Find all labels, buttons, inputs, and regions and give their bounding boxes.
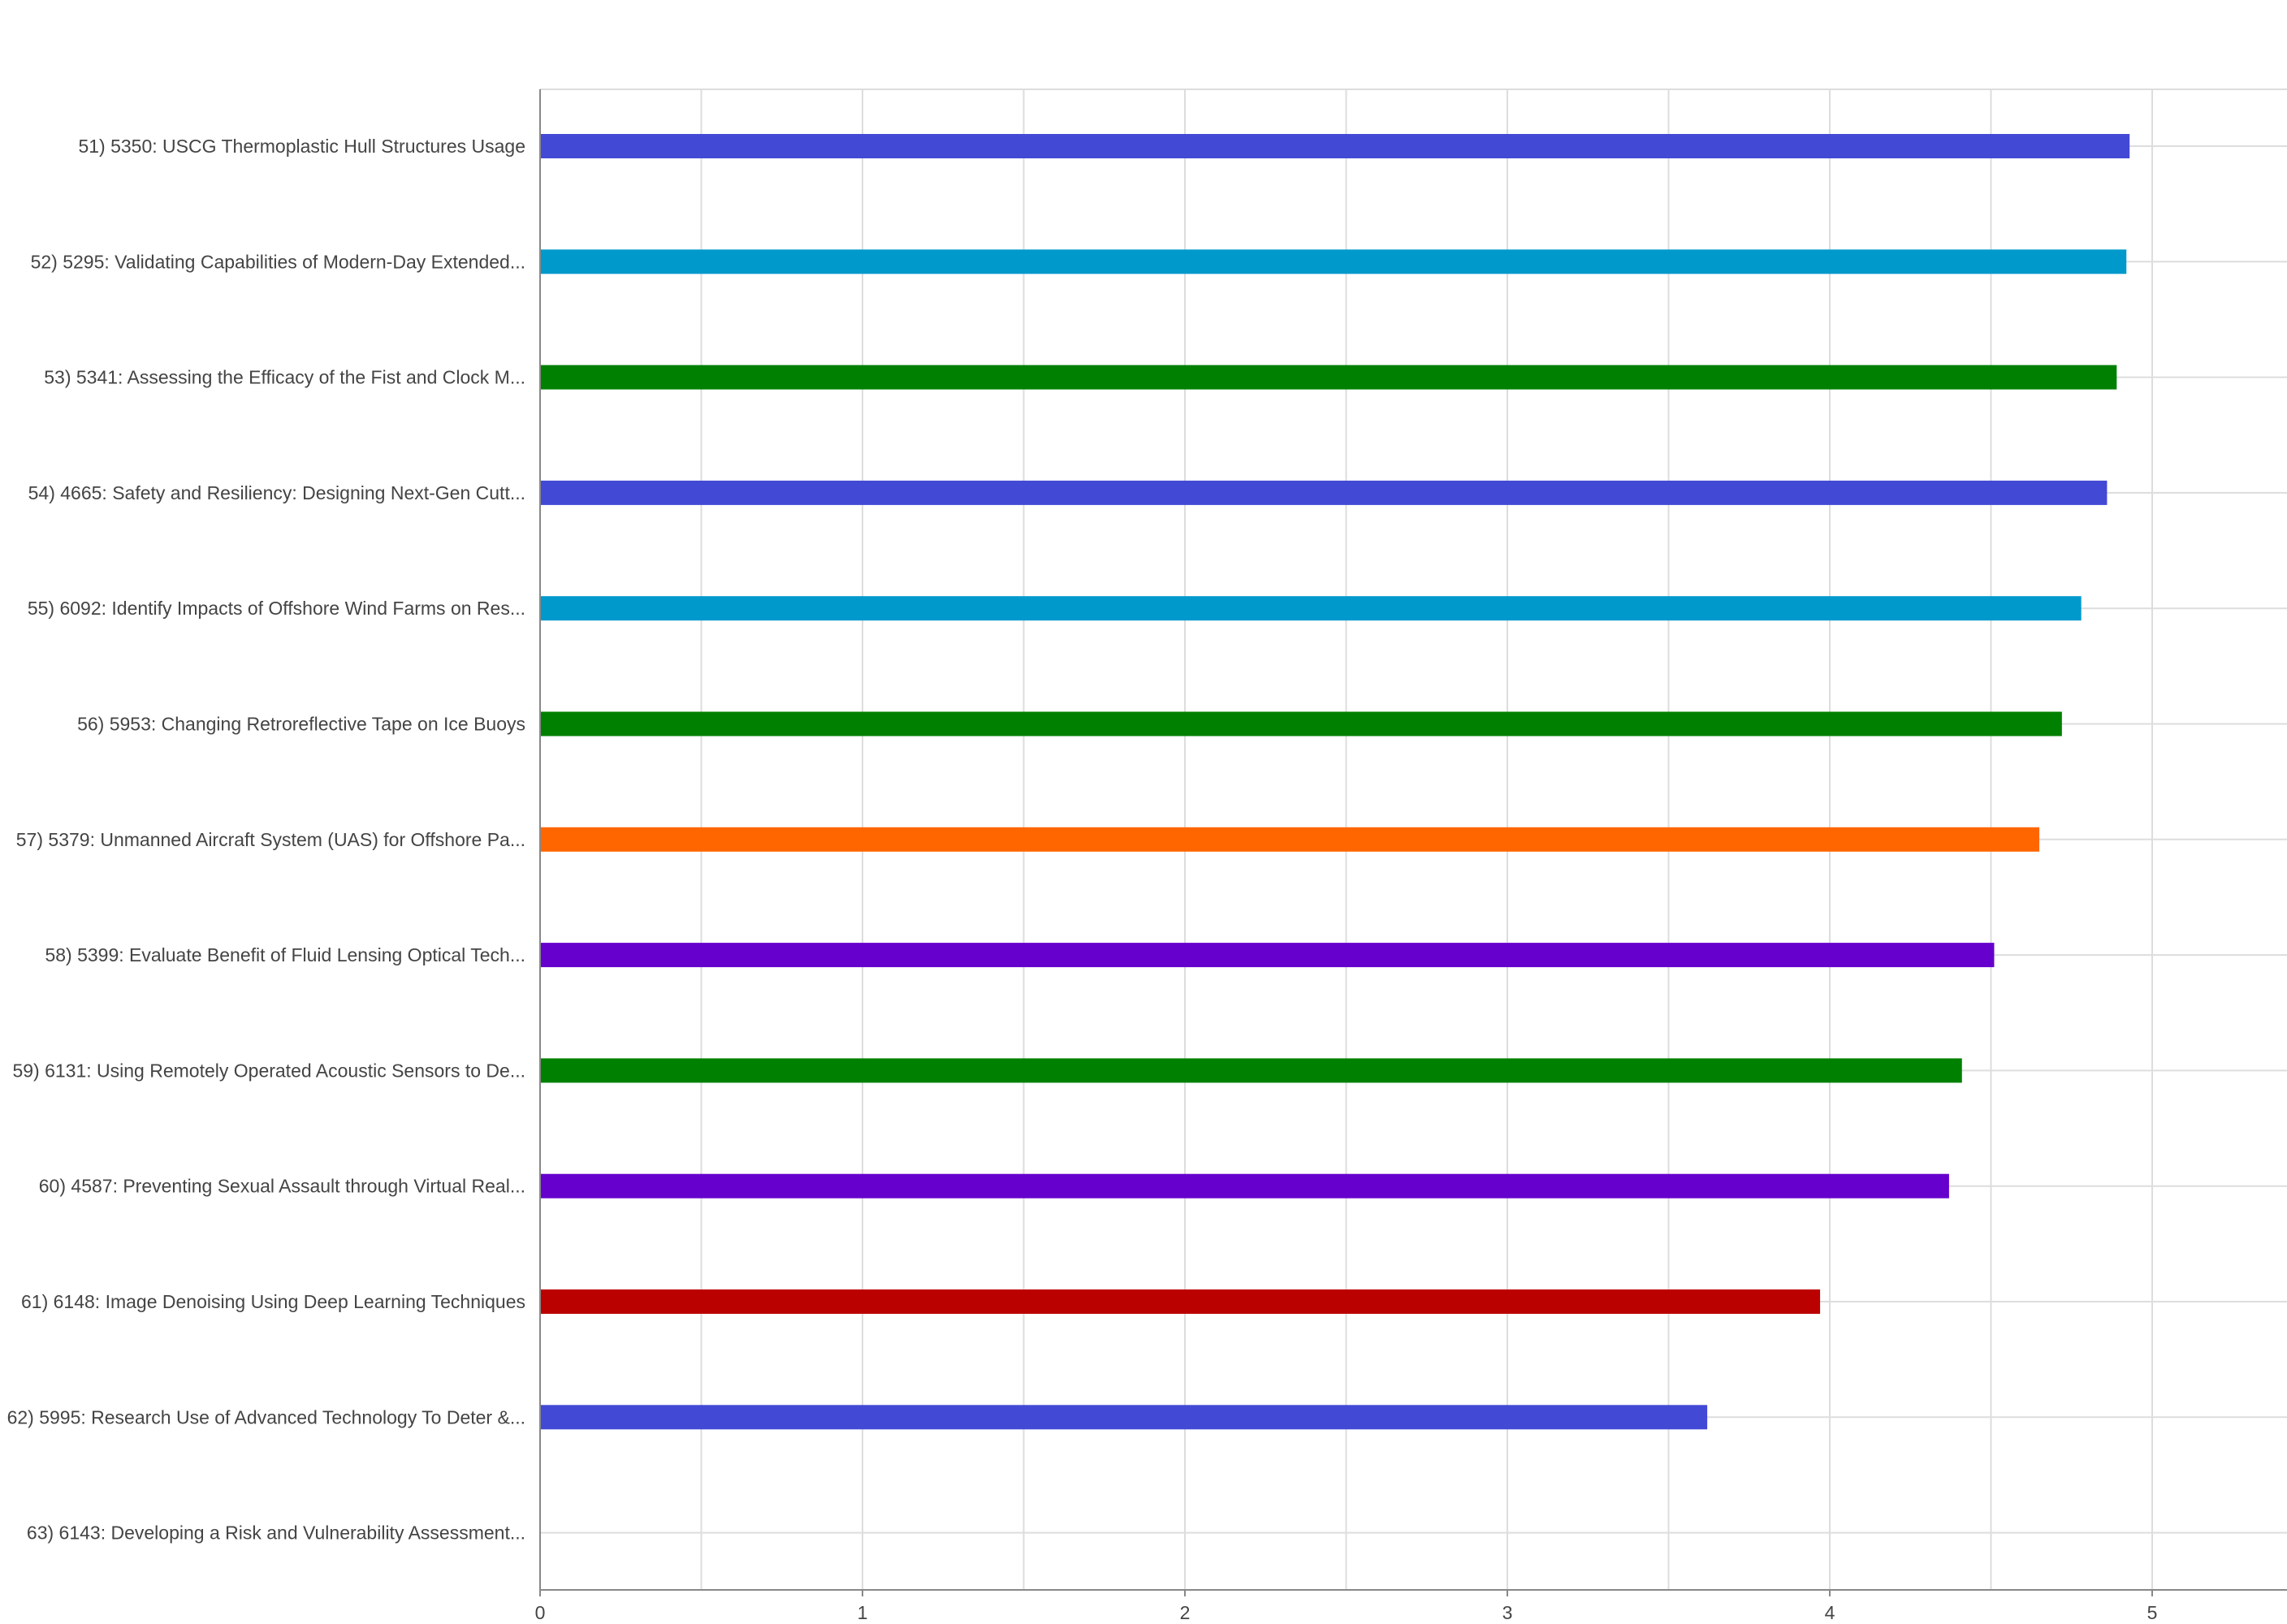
bar[interactable]	[540, 711, 2062, 736]
x-tick-label: 2	[1180, 1602, 1191, 1623]
category-label: 63) 6143: Developing a Risk and Vulnerab…	[27, 1522, 525, 1544]
x-tick-label: 0	[535, 1602, 546, 1623]
bar[interactable]	[540, 596, 2082, 621]
x-tick-labels: 0 1 2 3 4 5	[535, 1602, 2158, 1623]
category-label: 57) 5379: Unmanned Aircraft System (UAS)…	[16, 829, 525, 850]
bar[interactable]	[540, 1289, 1821, 1314]
x-tick-label: 4	[1825, 1602, 1835, 1623]
category-label: 59) 6131: Using Remotely Operated Acoust…	[12, 1060, 525, 1081]
bar[interactable]	[540, 1173, 1949, 1199]
x-tick-label: 1	[858, 1602, 868, 1623]
category-label: 61) 6148: Image Denoising Using Deep Lea…	[21, 1291, 525, 1312]
bar[interactable]	[540, 134, 2130, 158]
category-labels: 51) 5350: USCG Thermoplastic Hull Struct…	[7, 136, 525, 1544]
bars	[540, 134, 2130, 1430]
category-label: 60) 4587: Preventing Sexual Assault thro…	[39, 1176, 525, 1197]
bar[interactable]	[540, 1058, 1962, 1083]
category-label: 53) 5341: Assessing the Efficacy of the …	[44, 367, 525, 388]
category-label: 54) 4665: Safety and Resiliency: Designi…	[28, 482, 525, 503]
x-tick-label: 3	[1502, 1602, 1513, 1623]
category-label: 55) 6092: Identify Impacts of Offshore W…	[28, 598, 525, 619]
category-label: 51) 5350: USCG Thermoplastic Hull Struct…	[78, 136, 525, 157]
category-label: 58) 5399: Evaluate Benefit of Fluid Lens…	[45, 944, 525, 965]
bar[interactable]	[540, 943, 1995, 968]
bar[interactable]	[540, 1405, 1708, 1430]
category-label: 56) 5953: Changing Retroreflective Tape …	[77, 714, 525, 735]
bar[interactable]	[540, 480, 2108, 505]
category-label: 62) 5995: Research Use of Advanced Techn…	[7, 1406, 525, 1427]
category-label: 52) 5295: Validating Capabilities of Mod…	[31, 251, 525, 272]
x-tick-label: 5	[2147, 1602, 2158, 1623]
bar[interactable]	[540, 249, 2127, 274]
bar[interactable]	[540, 827, 2040, 852]
bar[interactable]	[540, 365, 2117, 390]
axes	[539, 89, 2287, 1596]
